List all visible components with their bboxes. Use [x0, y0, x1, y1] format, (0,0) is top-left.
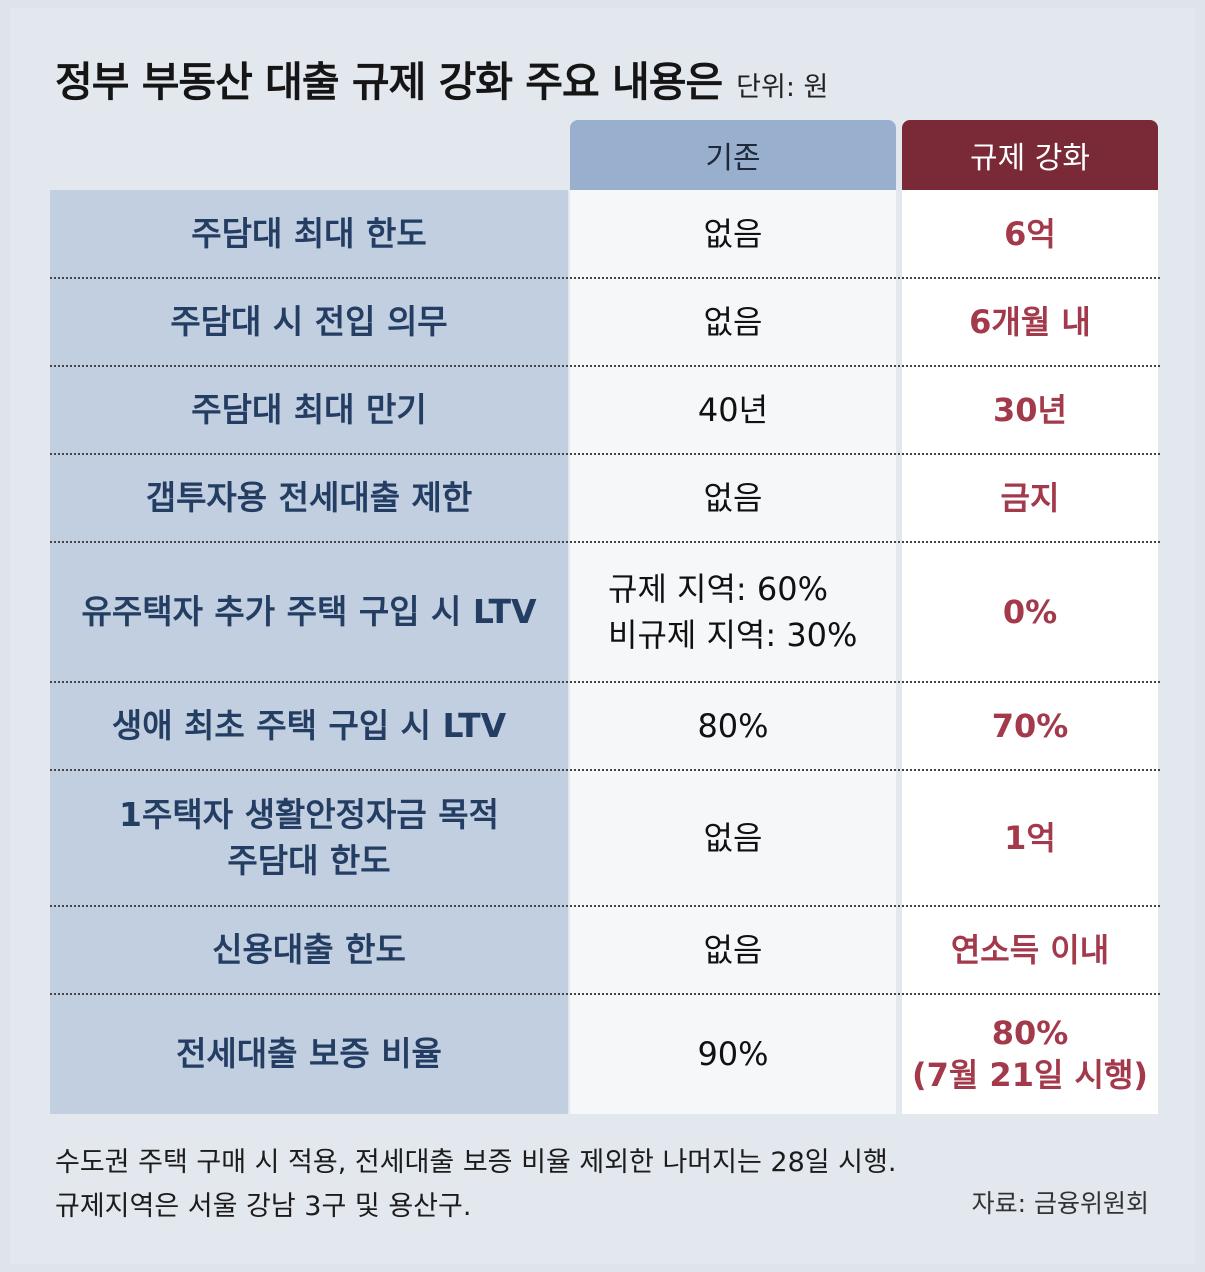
strengthened-value: 1억	[902, 770, 1158, 906]
strengthened-value-text: 70%	[991, 707, 1069, 745]
strengthened-value-text: 80%	[991, 1014, 1069, 1052]
existing-value: 없음	[570, 278, 896, 366]
source-note: 자료: 금융위원회	[971, 1189, 1149, 1218]
existing-value-text: 없음	[703, 479, 763, 517]
strengthened-value-text: 6억	[1004, 215, 1056, 253]
row-label-text: 주담대 시 전입 의무	[170, 302, 448, 341]
table-row: 유주택자 추가 주택 구입 시 LTV 규제 지역: 60% 비규제 지역: 30%…	[50, 542, 1160, 683]
existing-value-text: 없음	[703, 931, 763, 969]
header-strengthened: 규제 강화	[902, 120, 1158, 190]
row-label: 신용대출 한도	[50, 906, 568, 994]
existing-value-text: 없음	[703, 819, 763, 857]
row-label: 유주택자 추가 주택 구입 시 LTV	[50, 542, 568, 682]
existing-value-text: 규제 지역: 60%	[608, 570, 829, 608]
row-label: 생애 최초 주택 구입 시 LTV	[50, 682, 568, 770]
comparison-table: 기존 규제 강화 주담대 최대 한도 없음 6억 주담대 시 전입 의무 없음 6개월 내…	[50, 120, 1160, 1114]
table-body: 주담대 최대 한도 없음 6억 주담대 시 전입 의무 없음 6개월 내 주담대 최대 만기…	[50, 190, 1160, 1114]
existing-value: 40년	[570, 366, 896, 454]
row-label-text: 1주택자 생활안정자금 목적	[119, 795, 499, 834]
strengthened-value: 0%	[902, 542, 1158, 682]
existing-value: 없음	[570, 454, 896, 542]
row-label-text: 신용대출 한도	[212, 930, 406, 969]
existing-value-text: 90%	[697, 1035, 769, 1073]
strengthened-value: 6개월 내	[902, 278, 1158, 366]
existing-value-text: 80%	[697, 707, 769, 745]
existing-value-text: 40년	[697, 391, 769, 429]
strengthened-value: 70%	[902, 682, 1158, 770]
table-row: 신용대출 한도 없음 연소득 이내	[50, 906, 1160, 995]
row-label: 주담대 시 전입 의무	[50, 278, 568, 366]
strengthened-value-text: (7월 21일 시행)	[911, 1056, 1149, 1094]
table-row: 주담대 시 전입 의무 없음 6개월 내	[50, 278, 1160, 367]
strengthened-value: 80% (7월 21일 시행)	[902, 994, 1158, 1114]
existing-value: 없음	[570, 190, 896, 278]
row-label-text: 갭투자용 전세대출 제한	[145, 478, 473, 517]
unit-label: 단위: 원	[736, 72, 829, 103]
existing-value: 80%	[570, 682, 896, 770]
existing-value-text: 없음	[703, 303, 763, 341]
row-label-text: 전세대출 보증 비율	[176, 1034, 442, 1073]
table-header: 기존 규제 강화	[50, 120, 1160, 190]
strengthened-value: 30년	[902, 366, 1158, 454]
strengthened-value: 연소득 이내	[902, 906, 1158, 994]
table-row: 갭투자용 전세대출 제한 없음 금지	[50, 454, 1160, 543]
row-label-text: 생애 최초 주택 구입 시 LTV	[111, 706, 507, 745]
existing-value-text: 비규제 지역: 30%	[608, 616, 858, 654]
table-row: 주담대 최대 한도 없음 6억	[50, 190, 1160, 279]
strengthened-value-text: 0%	[1002, 593, 1058, 631]
existing-value: 없음	[570, 770, 896, 906]
table-row: 전세대출 보증 비율 90% 80% (7월 21일 시행)	[50, 994, 1160, 1114]
existing-value: 없음	[570, 906, 896, 994]
table-row: 생애 최초 주택 구입 시 LTV 80% 70%	[50, 682, 1160, 771]
row-label: 주담대 최대 만기	[50, 366, 568, 454]
strengthened-value-text: 1억	[1004, 819, 1056, 857]
row-label-text: 주담대 최대 한도	[191, 214, 427, 253]
footnote-2: 규제지역은 서울 강남 3구 및 용산구.	[55, 1191, 472, 1222]
row-label-text: 주담대 최대 만기	[191, 390, 427, 429]
existing-value-text: 없음	[703, 215, 763, 253]
row-label: 주담대 최대 한도	[50, 190, 568, 278]
strengthened-value: 6억	[902, 190, 1158, 278]
strengthened-value-text: 30년	[993, 391, 1067, 429]
table-row: 주담대 최대 만기 40년 30년	[50, 366, 1160, 455]
strengthened-value-text: 연소득 이내	[950, 931, 1110, 969]
strengthened-value-text: 금지	[1000, 479, 1060, 517]
row-label: 갭투자용 전세대출 제한	[50, 454, 568, 542]
strengthened-value: 금지	[902, 454, 1158, 542]
existing-value: 90%	[570, 994, 896, 1114]
footnote-1: 수도권 주택 구매 시 적용, 전세대출 보증 비율 제외한 나머지는 28일 …	[55, 1147, 897, 1178]
page-title: 정부 부동산 대출 규제 강화 주요 내용은	[55, 58, 723, 106]
strengthened-value-text: 6개월 내	[969, 303, 1091, 341]
row-label: 전세대출 보증 비율	[50, 994, 568, 1114]
existing-value: 규제 지역: 60% 비규제 지역: 30%	[570, 542, 896, 682]
row-label-text: 주담대 한도	[227, 841, 391, 880]
row-label-text: 유주택자 추가 주택 구입 시 LTV	[81, 592, 537, 631]
title-area: 정부 부동산 대출 규제 강화 주요 내용은 단위: 원	[55, 48, 828, 108]
header-existing: 기존	[570, 120, 896, 190]
